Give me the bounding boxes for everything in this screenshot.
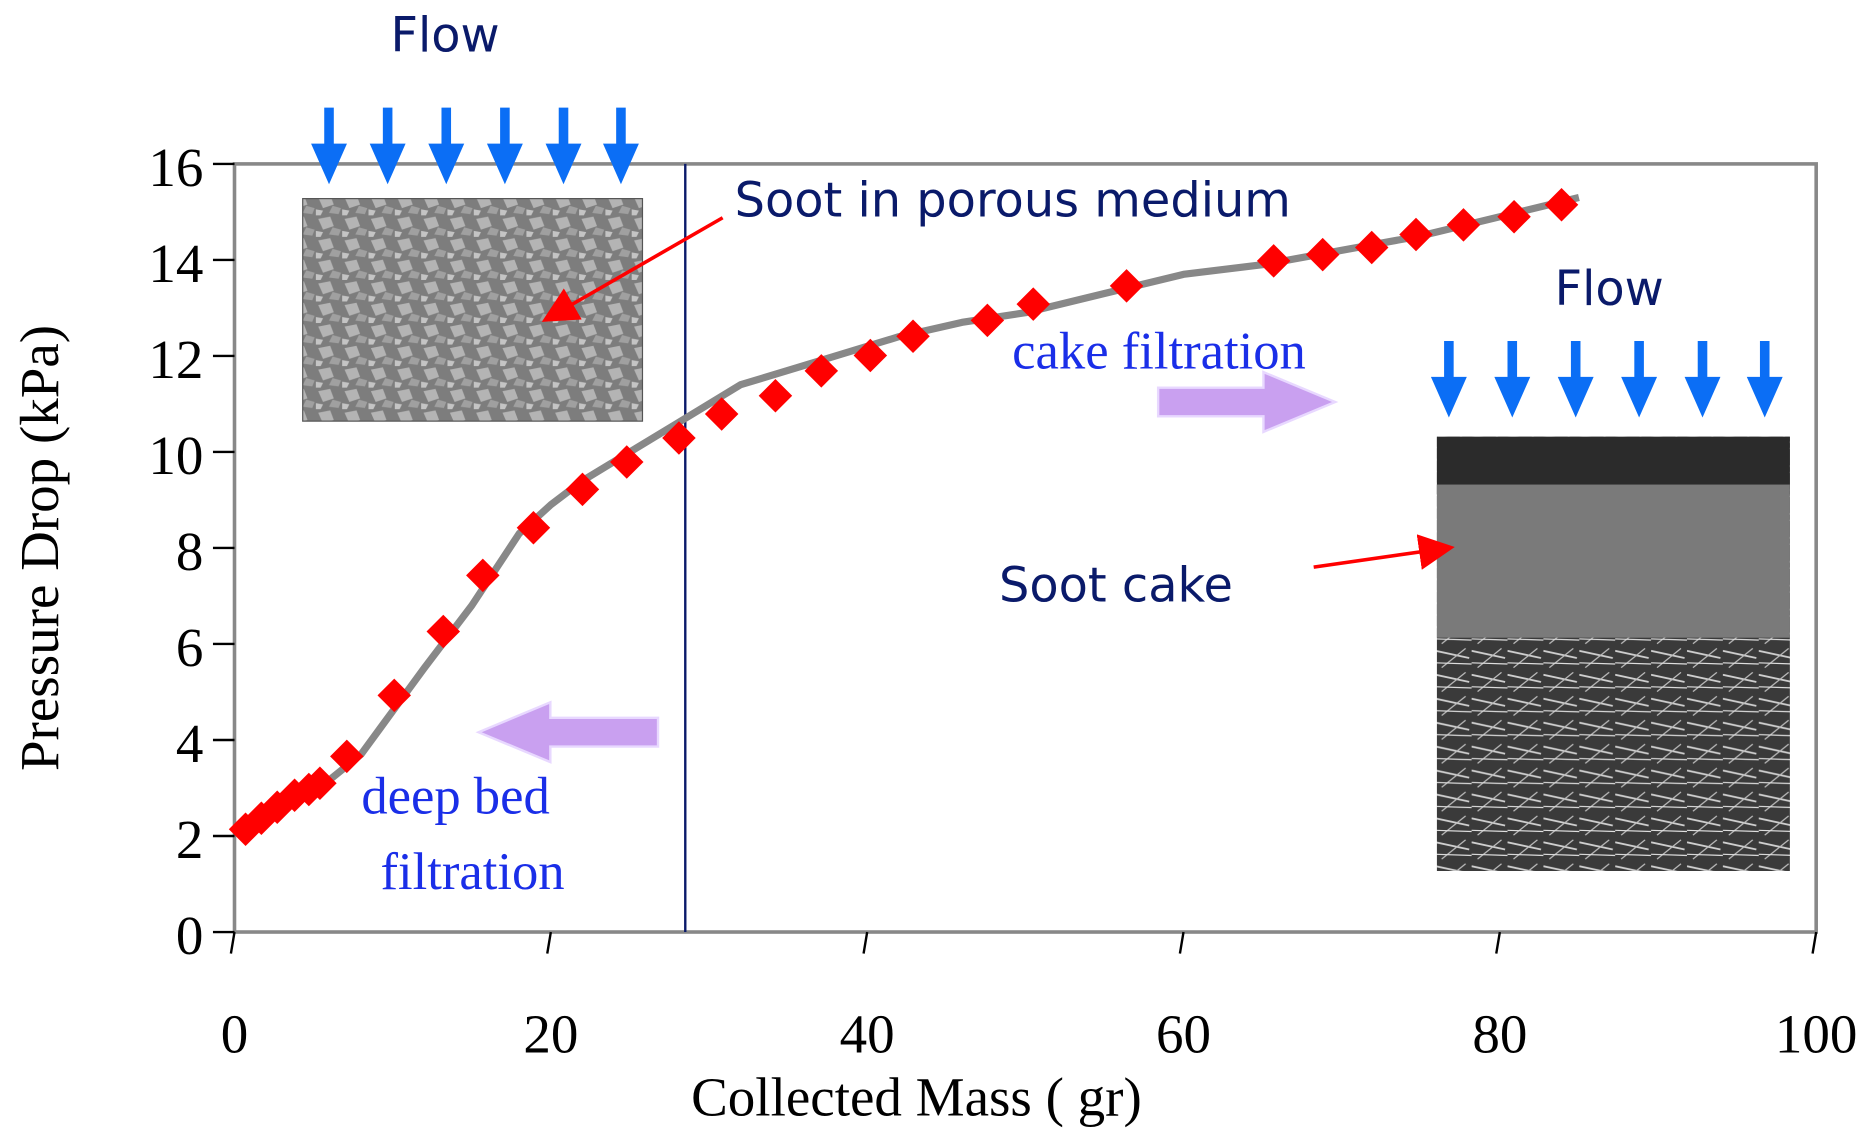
y-tick-label: 10	[148, 425, 203, 486]
data-point	[1447, 208, 1481, 242]
cake-image	[1437, 437, 1790, 871]
arrow-right	[1158, 372, 1335, 432]
data-point	[1257, 244, 1291, 278]
y-tick-label: 16	[148, 137, 203, 198]
x-tick	[547, 932, 551, 954]
x-tick	[864, 932, 868, 954]
x-tick	[231, 932, 235, 954]
y-tick-label: 12	[148, 329, 203, 390]
arrow-left	[479, 702, 658, 762]
data-point	[1355, 231, 1389, 265]
y-tick-label: 4	[176, 713, 204, 774]
data-point	[971, 304, 1005, 338]
y-axis-title: Pressure Drop (kPa)	[9, 325, 70, 771]
pointer-arrow	[1314, 548, 1448, 567]
x-tick-label: 0	[221, 1003, 249, 1064]
chart: 0 2 4 6 8 10 12 14 16 0 20 40 60 80 100 Flow Soot in p…	[0, 0, 1876, 1139]
data-point	[377, 679, 411, 713]
x-tick-label: 80	[1472, 1003, 1527, 1064]
data-point	[1399, 218, 1433, 252]
data-point	[759, 379, 793, 413]
x-axis-title: Collected Mass ( gr)	[691, 1067, 1142, 1128]
annotation: cake filtration	[1012, 323, 1306, 381]
x-tick	[1180, 932, 1184, 954]
x-tick	[1496, 932, 1500, 954]
porous-image	[303, 199, 643, 422]
y-tick-label: 14	[148, 233, 203, 294]
data-point	[330, 740, 364, 774]
data-point	[466, 559, 500, 593]
x-tick-label: 100	[1775, 1003, 1858, 1064]
x-tick-label: 40	[840, 1003, 895, 1064]
data-point	[1497, 200, 1531, 234]
data-point	[427, 615, 461, 649]
x-tick	[1813, 932, 1817, 954]
data-point	[1110, 269, 1144, 303]
data-point	[1545, 188, 1579, 222]
y-tick-label: 2	[176, 809, 204, 870]
y-tick-label: 0	[176, 905, 204, 966]
annotation: Soot in porous medium	[735, 173, 1291, 228]
annotation: Soot cake	[999, 559, 1233, 614]
x-tick-label: 20	[523, 1003, 578, 1064]
data-point	[896, 320, 930, 354]
y-tick-label: 6	[176, 617, 204, 678]
y-tick-label: 8	[176, 521, 204, 582]
data-point	[1306, 238, 1340, 272]
data-point	[517, 511, 551, 545]
annotation: Flow	[1555, 262, 1664, 317]
x-tick-label: 60	[1156, 1003, 1211, 1064]
annotation: deep bed	[361, 768, 549, 826]
annotation: filtration	[380, 843, 564, 901]
annotation: Flow	[390, 8, 499, 63]
